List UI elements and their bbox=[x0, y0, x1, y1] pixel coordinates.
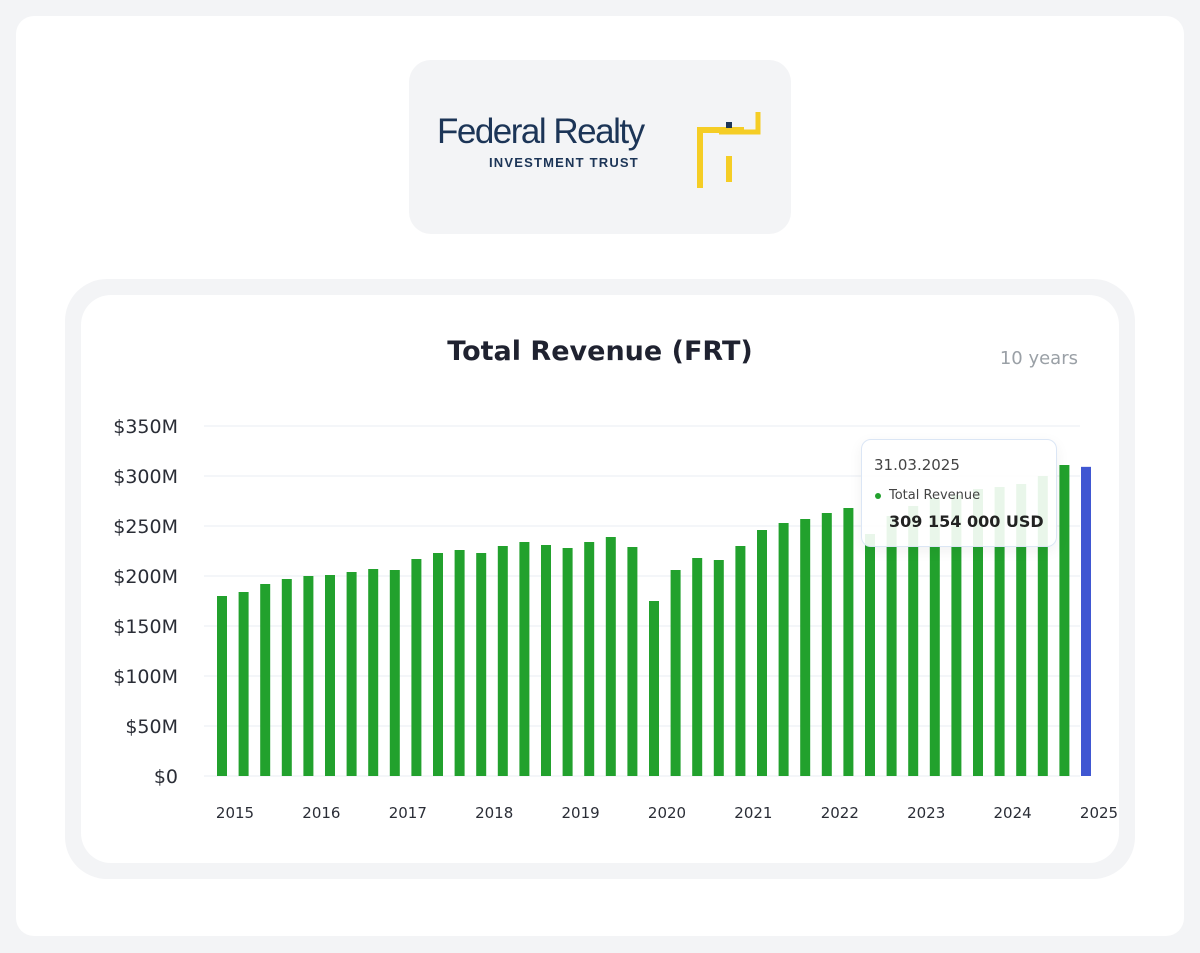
revenue-bar bbox=[1081, 466, 1091, 776]
logo-mark-icon bbox=[697, 112, 761, 188]
y-tick-label: $300M bbox=[113, 466, 178, 488]
revenue-bar bbox=[1016, 484, 1027, 776]
chart-card bbox=[81, 295, 1119, 863]
revenue-bar bbox=[778, 523, 789, 776]
revenue-bar bbox=[368, 569, 379, 776]
revenue-bar bbox=[389, 570, 400, 776]
tooltip-value: 309 154 000 USD bbox=[889, 512, 1044, 531]
revenue-bar bbox=[217, 596, 227, 776]
revenue-bar bbox=[476, 553, 487, 776]
revenue-bar bbox=[238, 592, 249, 776]
revenue-bar bbox=[929, 498, 940, 776]
revenue-bar bbox=[1037, 476, 1048, 776]
y-tick-label: $100M bbox=[113, 666, 178, 688]
revenue-bar bbox=[411, 559, 422, 776]
revenue-bar bbox=[843, 508, 854, 776]
x-tick-label: 2024 bbox=[994, 804, 1032, 822]
revenue-bar bbox=[821, 513, 832, 776]
revenue-bar bbox=[994, 487, 1005, 776]
revenue-bar bbox=[951, 495, 962, 776]
x-tick-label: 2021 bbox=[734, 804, 772, 822]
tooltip-series-label: Total Revenue bbox=[889, 488, 981, 503]
x-tick-label: 2020 bbox=[648, 804, 686, 822]
chart-tooltip: 31.03.2025 Total Revenue 309 154 000 USD bbox=[861, 439, 1057, 547]
revenue-bar bbox=[584, 542, 595, 776]
revenue-bar bbox=[908, 506, 919, 776]
revenue-bar bbox=[497, 546, 508, 776]
revenue-bar bbox=[346, 572, 357, 776]
y-tick-label: $350M bbox=[113, 416, 178, 438]
revenue-bar bbox=[865, 534, 875, 776]
x-tick-label: 2016 bbox=[302, 804, 340, 822]
revenue-bar bbox=[886, 516, 897, 776]
revenue-bar bbox=[800, 519, 811, 776]
revenue-bar bbox=[519, 542, 530, 776]
logo-name: Federal Realty bbox=[437, 112, 645, 151]
logo-mark-right-bracket bbox=[719, 112, 761, 135]
x-tick-label: 2023 bbox=[907, 804, 945, 822]
x-tick-label: 2017 bbox=[389, 804, 427, 822]
tooltip-series-dot bbox=[875, 493, 881, 499]
revenue-bar bbox=[713, 560, 724, 776]
logo-subtitle: INVESTMENT TRUST bbox=[489, 155, 639, 170]
y-tick-label: $250M bbox=[113, 516, 178, 538]
revenue-bar bbox=[692, 558, 703, 776]
revenue-bar bbox=[973, 489, 983, 776]
revenue-bar bbox=[281, 579, 292, 776]
revenue-bar bbox=[541, 545, 551, 776]
revenue-bar bbox=[1059, 465, 1070, 776]
x-tick-label: 2015 bbox=[216, 804, 254, 822]
y-tick-label: $50M bbox=[125, 716, 178, 738]
revenue-bar bbox=[649, 601, 659, 776]
tooltip-date: 31.03.2025 bbox=[874, 456, 960, 474]
x-tick-label: 2018 bbox=[475, 804, 513, 822]
revenue-bar bbox=[303, 576, 314, 776]
revenue-bar bbox=[454, 550, 465, 776]
x-tick-label: 2019 bbox=[562, 804, 600, 822]
chart-title: Total Revenue (FRT) bbox=[447, 336, 753, 367]
y-tick-label: $150M bbox=[113, 616, 178, 638]
company-logo-card: Federal Realty INVESTMENT TRUST bbox=[409, 60, 791, 234]
x-tick-label: 2025 bbox=[1080, 804, 1118, 822]
x-tick-label: 2022 bbox=[821, 804, 859, 822]
y-tick-label: $0 bbox=[154, 766, 178, 788]
y-tick-label: $200M bbox=[113, 566, 178, 588]
logo-mark-dot bbox=[726, 122, 732, 128]
revenue-bar bbox=[757, 530, 767, 776]
revenue-bar bbox=[433, 553, 443, 776]
revenue-bar bbox=[605, 537, 616, 776]
revenue-bar bbox=[260, 584, 271, 776]
revenue-bar bbox=[627, 547, 638, 776]
revenue-bar bbox=[670, 570, 681, 776]
period-selector[interactable]: 10 years bbox=[999, 348, 1078, 369]
revenue-bar bbox=[735, 546, 746, 776]
revenue-bar bbox=[562, 548, 573, 776]
revenue-bar bbox=[325, 575, 335, 776]
